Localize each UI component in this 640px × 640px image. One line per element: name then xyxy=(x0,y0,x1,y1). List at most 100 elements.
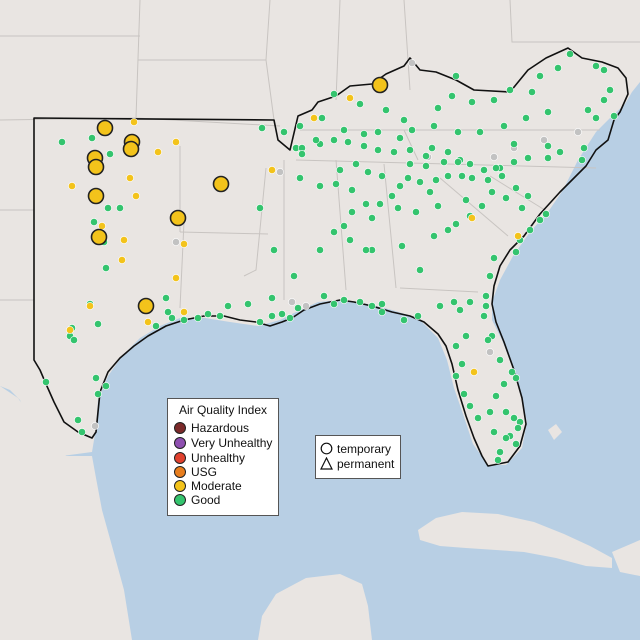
good-monitor-marker[interactable] xyxy=(592,62,600,70)
good-monitor-marker[interactable] xyxy=(502,194,510,202)
good-monitor-marker[interactable] xyxy=(330,228,338,236)
good-monitor-marker[interactable] xyxy=(450,298,458,306)
good-monitor-marker[interactable] xyxy=(394,204,402,212)
good-monitor-marker[interactable] xyxy=(454,158,462,166)
good-monitor-marker[interactable] xyxy=(332,180,340,188)
good-monitor-marker[interactable] xyxy=(162,294,170,302)
good-monitor-marker[interactable] xyxy=(336,166,344,174)
no_data-monitor-marker[interactable] xyxy=(574,128,582,136)
good-monitor-marker[interactable] xyxy=(566,50,574,58)
good-monitor-marker[interactable] xyxy=(290,272,298,280)
good-monitor-marker[interactable] xyxy=(344,138,352,146)
good-monitor-marker[interactable] xyxy=(512,248,520,256)
good-monitor-marker[interactable] xyxy=(376,200,384,208)
good-monitor-marker[interactable] xyxy=(492,164,500,172)
good-monitor-marker[interactable] xyxy=(340,222,348,230)
moderate-monitor-marker[interactable] xyxy=(310,114,318,122)
good-monitor-marker[interactable] xyxy=(258,124,266,132)
good-monitor-marker[interactable] xyxy=(152,322,160,330)
good-monitor-marker[interactable] xyxy=(434,202,442,210)
good-monitor-marker[interactable] xyxy=(378,308,386,316)
moderate-monitor-marker[interactable] xyxy=(172,138,180,146)
moderate-monitor-marker[interactable] xyxy=(172,274,180,282)
no_data-monitor-marker[interactable] xyxy=(288,298,296,306)
good-monitor-marker[interactable] xyxy=(116,204,124,212)
good-monitor-marker[interactable] xyxy=(364,168,372,176)
good-monitor-marker[interactable] xyxy=(492,392,500,400)
temporary-moderate-monitor-marker[interactable] xyxy=(122,140,140,158)
good-monitor-marker[interactable] xyxy=(106,150,114,158)
good-monitor-marker[interactable] xyxy=(444,226,452,234)
good-monitor-marker[interactable] xyxy=(584,106,592,114)
good-monitor-marker[interactable] xyxy=(544,142,552,150)
good-monitor-marker[interactable] xyxy=(462,332,470,340)
good-monitor-marker[interactable] xyxy=(524,192,532,200)
good-monitor-marker[interactable] xyxy=(430,122,438,130)
good-monitor-marker[interactable] xyxy=(484,176,492,184)
good-monitor-marker[interactable] xyxy=(488,188,496,196)
good-monitor-marker[interactable] xyxy=(436,302,444,310)
good-monitor-marker[interactable] xyxy=(382,106,390,114)
good-monitor-marker[interactable] xyxy=(78,428,86,436)
moderate-monitor-marker[interactable] xyxy=(68,182,76,190)
moderate-monitor-marker[interactable] xyxy=(514,232,522,240)
good-monitor-marker[interactable] xyxy=(554,64,562,72)
moderate-monitor-marker[interactable] xyxy=(130,118,138,126)
good-monitor-marker[interactable] xyxy=(404,174,412,182)
good-monitor-marker[interactable] xyxy=(204,310,212,318)
good-monitor-marker[interactable] xyxy=(466,298,474,306)
good-monitor-marker[interactable] xyxy=(544,108,552,116)
good-monitor-marker[interactable] xyxy=(352,160,360,168)
good-monitor-marker[interactable] xyxy=(180,316,188,324)
good-monitor-marker[interactable] xyxy=(494,456,502,464)
no_data-monitor-marker[interactable] xyxy=(91,422,99,430)
no_data-monitor-marker[interactable] xyxy=(302,302,310,310)
no_data-monitor-marker[interactable] xyxy=(408,59,416,67)
good-monitor-marker[interactable] xyxy=(268,312,276,320)
good-monitor-marker[interactable] xyxy=(406,146,414,154)
good-monitor-marker[interactable] xyxy=(452,342,460,350)
temporary-moderate-monitor-marker[interactable] xyxy=(212,175,230,193)
good-monitor-marker[interactable] xyxy=(408,126,416,134)
good-monitor-marker[interactable] xyxy=(320,292,328,300)
good-monitor-marker[interactable] xyxy=(600,66,608,74)
good-monitor-marker[interactable] xyxy=(466,402,474,410)
good-monitor-marker[interactable] xyxy=(58,138,66,146)
good-monitor-marker[interactable] xyxy=(312,136,320,144)
good-monitor-marker[interactable] xyxy=(514,424,522,432)
good-monitor-marker[interactable] xyxy=(348,186,356,194)
good-monitor-marker[interactable] xyxy=(168,314,176,322)
good-monitor-marker[interactable] xyxy=(536,72,544,80)
good-monitor-marker[interactable] xyxy=(580,144,588,152)
good-monitor-marker[interactable] xyxy=(512,184,520,192)
good-monitor-marker[interactable] xyxy=(400,316,408,324)
good-monitor-marker[interactable] xyxy=(90,218,98,226)
good-monitor-marker[interactable] xyxy=(396,134,404,142)
good-monitor-marker[interactable] xyxy=(348,208,356,216)
good-monitor-marker[interactable] xyxy=(102,264,110,272)
good-monitor-marker[interactable] xyxy=(458,360,466,368)
good-monitor-marker[interactable] xyxy=(500,380,508,388)
good-monitor-marker[interactable] xyxy=(496,448,504,456)
good-monitor-marker[interactable] xyxy=(346,236,354,244)
good-monitor-marker[interactable] xyxy=(606,86,614,94)
good-monitor-marker[interactable] xyxy=(330,90,338,98)
good-monitor-marker[interactable] xyxy=(496,356,504,364)
good-monitor-marker[interactable] xyxy=(244,300,252,308)
good-monitor-marker[interactable] xyxy=(74,416,82,424)
good-monitor-marker[interactable] xyxy=(296,174,304,182)
moderate-monitor-marker[interactable] xyxy=(346,94,354,102)
no_data-monitor-marker[interactable] xyxy=(540,136,548,144)
moderate-monitor-marker[interactable] xyxy=(470,368,478,376)
good-monitor-marker[interactable] xyxy=(362,246,370,254)
good-monitor-marker[interactable] xyxy=(294,304,302,312)
good-monitor-marker[interactable] xyxy=(396,182,404,190)
good-monitor-marker[interactable] xyxy=(476,128,484,136)
no_data-monitor-marker[interactable] xyxy=(172,238,180,246)
good-monitor-marker[interactable] xyxy=(94,390,102,398)
good-monitor-marker[interactable] xyxy=(458,172,466,180)
good-monitor-marker[interactable] xyxy=(468,98,476,106)
good-monitor-marker[interactable] xyxy=(490,254,498,262)
good-monitor-marker[interactable] xyxy=(224,302,232,310)
